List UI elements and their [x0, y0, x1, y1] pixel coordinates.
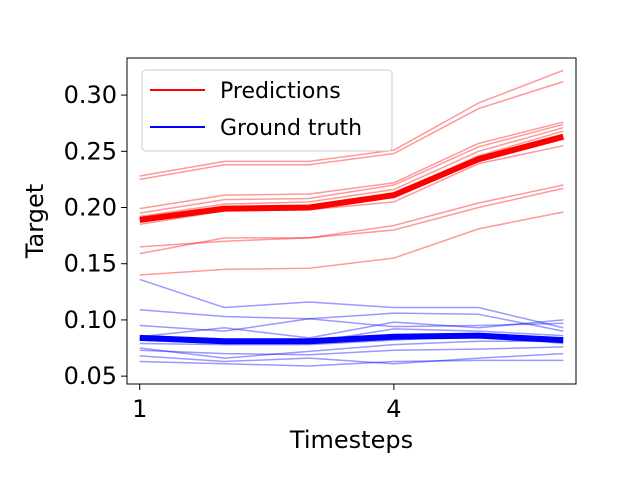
prediction-sample-line-2	[139, 80, 564, 181]
prediction-sample-line-3	[139, 121, 564, 210]
ground-truth-sample-line-4	[139, 319, 564, 339]
x-tick-label: 1	[132, 395, 147, 423]
ground-truth-sample-line-1	[139, 278, 564, 329]
ground-truth-sample-line-9	[139, 352, 564, 365]
prediction-sample-line-10	[139, 211, 564, 276]
legend-label-2: Ground truth	[220, 116, 362, 141]
y-tick-label: 0.25	[64, 137, 117, 165]
prediction-mean-line	[139, 133, 565, 223]
y-tick-label: 0.30	[64, 81, 117, 109]
prediction-sample-line-5	[139, 126, 564, 218]
prediction-sample-line-4	[139, 123, 564, 214]
y-tick-label: 0.15	[64, 250, 117, 278]
ground-truth-mean-line	[139, 332, 564, 345]
prediction-sample-line-1	[139, 69, 564, 177]
x-axis-title: Timesteps	[289, 426, 413, 454]
ground-truth-sample-line-10	[139, 359, 564, 367]
ground-truth-sample-line-3	[139, 318, 564, 332]
series-layer	[139, 69, 565, 367]
prediction-sample-line-8	[139, 184, 564, 248]
y-tick-label: 0.10	[64, 306, 117, 334]
legend: Predictions Ground truth	[141, 69, 393, 152]
legend-label-1: Predictions	[220, 79, 341, 104]
prediction-sample-line-9	[139, 187, 564, 255]
y-axis-ticks: 0.05 0.10 0.15 0.20 0.25 0.30	[64, 81, 127, 390]
plot-frame	[126, 57, 577, 385]
ground-truth-sample-line-7	[139, 340, 564, 359]
x-tick-label: 4	[386, 395, 401, 423]
y-axis-title: Target	[21, 184, 49, 259]
y-tick-label: 0.05	[64, 362, 117, 390]
ground-truth-sample-line-2	[139, 309, 564, 332]
y-tick-label: 0.20	[64, 194, 117, 222]
ground-truth-sample-line-8	[139, 346, 564, 356]
